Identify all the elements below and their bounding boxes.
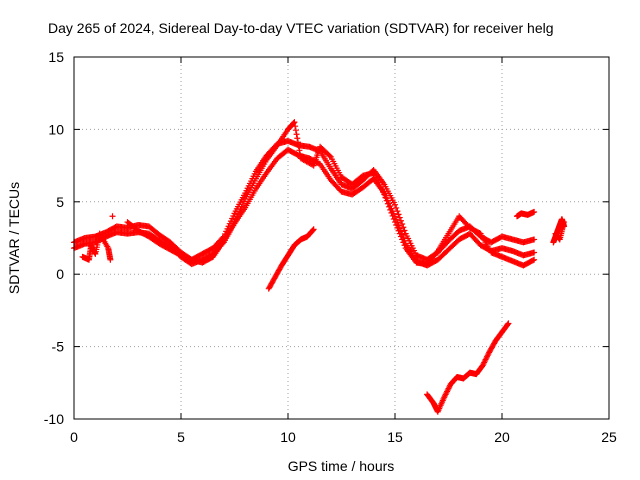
data-point (401, 227, 408, 234)
data-point (400, 239, 407, 246)
data-point (390, 216, 397, 223)
series-track-c (109, 119, 538, 269)
plot-frame (73, 56, 610, 420)
axis-ticks: 0 5 10 15 20 25 -10 -5 0 5 10 15 (44, 49, 617, 445)
data-point (531, 249, 538, 256)
data-point (295, 143, 302, 150)
data-point (393, 221, 400, 228)
data-point (383, 197, 390, 204)
data-point (297, 151, 304, 158)
y-tick-label: 0 (56, 266, 64, 282)
y-tick-label: 5 (56, 194, 64, 210)
chart-title: Day 265 of 2024, Sidereal Day-to-day VTE… (48, 20, 554, 36)
series-track-b (71, 146, 538, 269)
data-point (290, 119, 297, 126)
data-point (399, 236, 406, 243)
x-tick-label: 25 (601, 429, 617, 445)
data-point (109, 213, 116, 220)
data-point (392, 201, 398, 208)
data-point (529, 257, 536, 264)
data-point (294, 139, 301, 146)
data-point (392, 219, 398, 226)
series-track-e (424, 320, 512, 415)
data-point (395, 211, 402, 218)
data-point (400, 224, 407, 231)
data-point (386, 203, 393, 210)
data-point (293, 131, 300, 138)
data-point (395, 227, 402, 234)
x-tick-label: 10 (280, 429, 296, 445)
data-point (394, 224, 401, 231)
y-tick-label: -10 (44, 411, 64, 427)
data-point (296, 147, 303, 154)
data-point (389, 212, 396, 219)
x-tick-label: 0 (70, 429, 78, 445)
data-marks (71, 119, 568, 415)
data-point (292, 123, 299, 130)
y-axis-label: SDTVAR / TECUs (6, 182, 22, 294)
data-point (384, 200, 391, 207)
data-point (531, 236, 538, 243)
data-point (531, 208, 538, 215)
data-point (310, 226, 317, 233)
data-point (399, 221, 406, 228)
x-tick-label: 5 (177, 429, 185, 445)
x-tick-label: 15 (387, 429, 403, 445)
data-point (396, 230, 403, 237)
data-point (561, 219, 568, 226)
data-point (397, 233, 404, 240)
data-point (294, 135, 301, 142)
y-tick-label: 10 (48, 121, 64, 137)
data-point (393, 204, 400, 211)
data-point (396, 214, 403, 221)
data-point (505, 320, 512, 327)
data-point (504, 321, 511, 328)
series-track-g (550, 216, 568, 246)
data-point (291, 119, 298, 126)
data-point (401, 242, 408, 249)
data-point (382, 194, 389, 201)
data-point (387, 206, 394, 213)
data-point (309, 227, 316, 234)
data-point (531, 256, 538, 263)
data-point (397, 217, 404, 224)
data-point (107, 256, 114, 263)
y-tick-label: -5 (52, 339, 65, 355)
data-point (326, 152, 333, 159)
series-track-d (265, 226, 317, 292)
y-tick-label: 15 (48, 49, 64, 65)
series-track-h (79, 230, 114, 263)
data-point (388, 209, 395, 216)
x-tick-label: 20 (494, 429, 510, 445)
data-point (292, 127, 299, 134)
data-point (381, 191, 388, 198)
x-axis-label: GPS time / hours (288, 458, 395, 474)
series-track-f (513, 208, 538, 220)
